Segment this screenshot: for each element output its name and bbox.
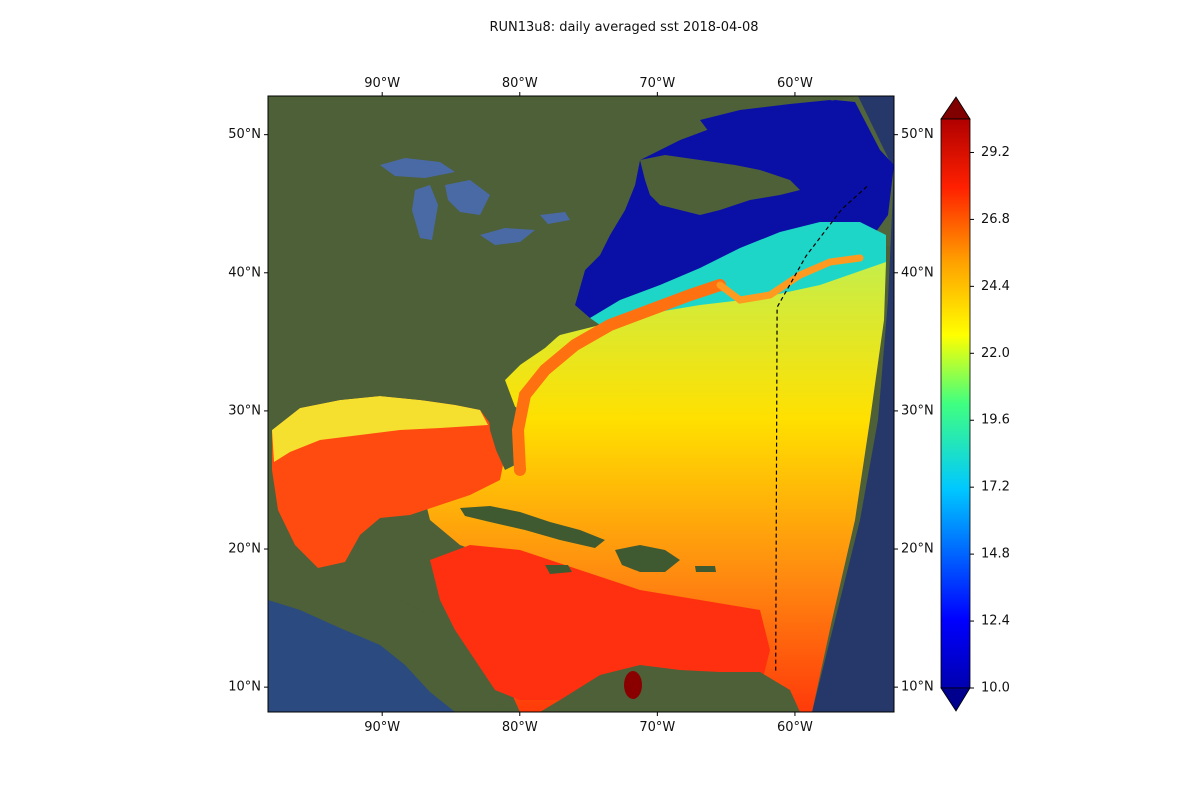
- colorbar: 10.0 12.4 14.8 17.2 19.6 22.0 24.4 26.8 29.2: [940, 96, 1010, 712]
- map-title: RUN13u8: daily averaged sst 2018-04-08: [489, 20, 759, 35]
- lon-ticks-bottom: 90°W 80°W 70°W 60°W: [364, 712, 813, 735]
- cold-shelf-water: [575, 100, 894, 318]
- lon-tick-label: 80°W: [502, 720, 538, 735]
- lat-tick-label: 20°N: [901, 542, 934, 557]
- deep-ocean-east: [812, 96, 894, 712]
- pacific-coast: [268, 600, 455, 712]
- lat-tick-label: 20°N: [228, 542, 261, 557]
- colorbar-tick-label: 12.4: [981, 614, 1010, 629]
- lat-ticks-left: 50°N 40°N 30°N 20°N 10°N: [228, 127, 268, 695]
- colorbar-tick-label: 22.0: [981, 346, 1010, 361]
- hispaniola: [615, 545, 680, 572]
- lon-tick-label: 90°W: [364, 76, 400, 91]
- gulf-shelf: [272, 396, 488, 462]
- lon-tick-label: 60°W: [777, 76, 813, 91]
- great-lakes-overlay: [380, 158, 570, 245]
- lat-tick-label: 40°N: [901, 265, 934, 280]
- jamaica: [545, 565, 572, 574]
- puerto-rico: [695, 566, 716, 572]
- us-east-coast: [268, 96, 858, 430]
- gulf-stream: [511, 279, 726, 476]
- yucatan: [355, 518, 420, 600]
- colorbar-ticks: 10.0 12.4 14.8 17.2 19.6 22.0 24.4 26.8 29.2: [970, 145, 1010, 696]
- lon-tick-label: 90°W: [364, 720, 400, 735]
- cuba: [460, 506, 605, 548]
- colorbar-tick-label: 17.2: [981, 480, 1010, 495]
- lon-tick-label: 80°W: [502, 76, 538, 91]
- lake-maracaibo: [624, 671, 642, 699]
- south-america: [540, 665, 800, 712]
- colorbar-tick-label: 24.4: [981, 279, 1010, 294]
- model-boundary-line: [775, 183, 870, 671]
- gulf-stream-extension: [716, 254, 864, 304]
- gulf-of-mexico: [272, 396, 505, 568]
- lat-tick-label: 10°N: [228, 680, 261, 695]
- lon-tick-label: 70°W: [639, 720, 675, 735]
- map-panel[interactable]: [268, 96, 894, 712]
- colorbar-tick-label: 26.8: [981, 212, 1010, 227]
- lat-tick-label: 40°N: [228, 265, 261, 280]
- colorbar-under-triangle: [940, 687, 971, 712]
- lat-tick-label: 10°N: [901, 680, 934, 695]
- caribbean-sea: [430, 545, 770, 700]
- lat-tick-label: 50°N: [228, 127, 261, 142]
- lat-ticks-right: 50°N 40°N 30°N 20°N 10°N: [894, 127, 934, 695]
- colorbar-tick-label: 14.8: [981, 547, 1010, 562]
- map-frame: [267, 95, 895, 713]
- colorbar-over-triangle: [940, 96, 971, 120]
- lon-ticks-top: 90°W 80°W 70°W 60°W: [364, 76, 813, 96]
- colorbar-tick-label: 19.6: [981, 413, 1010, 428]
- maritimes-land: [640, 155, 800, 215]
- colorbar-tick-label: 10.0: [981, 681, 1010, 696]
- lat-tick-label: 30°N: [228, 403, 261, 418]
- colorbar-body: [940, 118, 971, 689]
- colorbar-tick-label: 29.2: [981, 145, 1010, 160]
- lat-tick-label: 50°N: [901, 127, 934, 142]
- gulf-of-st-lawrence: [700, 100, 850, 150]
- lon-tick-label: 70°W: [639, 76, 675, 91]
- lon-tick-label: 60°W: [777, 720, 813, 735]
- lat-tick-label: 30°N: [901, 403, 934, 418]
